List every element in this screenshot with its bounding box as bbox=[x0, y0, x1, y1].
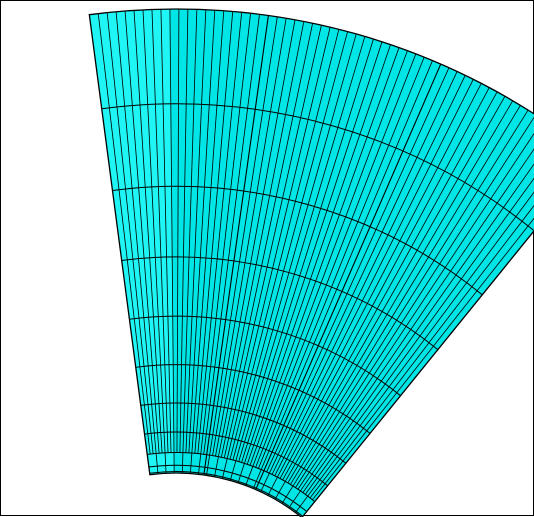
mesh-highlight-band bbox=[89, 9, 174, 475]
